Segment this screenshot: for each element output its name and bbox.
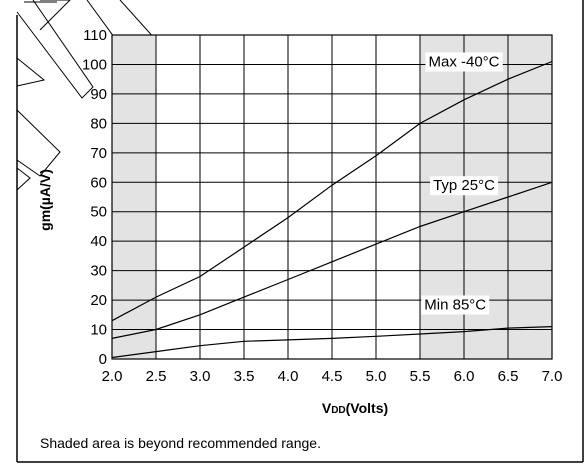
x-tick-label-2.0: 2.0 xyxy=(102,368,123,385)
x-axis-title-sub: DD xyxy=(331,405,345,416)
plot-border xyxy=(111,34,553,360)
series-label-1: Max -40°C xyxy=(428,54,499,71)
x-tick-label-4.5: 4.5 xyxy=(322,368,343,385)
series-label-3: Min 85°C xyxy=(424,297,486,314)
y-tick-labels: 0 10 20 30 40 50 60 70 80 90 100 110 xyxy=(82,27,107,368)
corner-outline-4 xyxy=(16,57,46,87)
corner-outline-3 xyxy=(16,0,94,99)
y-tick-label-100: 100 xyxy=(82,56,107,73)
y-tick-label-40: 40 xyxy=(90,233,107,250)
x-tick-label-2.5: 2.5 xyxy=(146,368,167,385)
y-tick-label-90: 90 xyxy=(90,86,107,103)
x-axis-title-unit: (Volts) xyxy=(346,400,389,416)
y-axis-title: gm(µA/V) xyxy=(37,169,53,231)
series-line-3 xyxy=(111,326,553,359)
shaded-region-1 xyxy=(112,35,156,359)
y-tick-label-60: 60 xyxy=(90,174,107,191)
series-labels: Max -40°C Typ 25°C Min 85°C xyxy=(421,52,503,315)
x-tick-label-5.5: 5.5 xyxy=(410,368,431,385)
y-tick-label-20: 20 xyxy=(90,292,107,309)
y-tick-label-0: 0 xyxy=(99,351,107,368)
y-tick-label-30: 30 xyxy=(90,263,107,280)
y-tick-label-50: 50 xyxy=(90,204,107,221)
series-line-1 xyxy=(111,60,553,322)
x-axis-title: VDD(Volts) xyxy=(322,400,388,416)
x-tick-label-5.0: 5.0 xyxy=(366,368,387,385)
series-label-bg-3 xyxy=(421,295,490,315)
x-axis-title-main: V xyxy=(322,400,332,416)
x-tick-label-4.0: 4.0 xyxy=(278,368,299,385)
x-tick-label-6.5: 6.5 xyxy=(498,368,519,385)
corner-outline-1 xyxy=(39,0,71,31)
y-tick-label-10: 10 xyxy=(90,322,107,339)
y-tick-label-70: 70 xyxy=(90,145,107,162)
x-tick-label-3.5: 3.5 xyxy=(234,368,255,385)
x-tick-label-6.0: 6.0 xyxy=(454,368,475,385)
corner-outline-6 xyxy=(16,167,31,191)
y-tick-label-110: 110 xyxy=(83,27,107,44)
series-line-2 xyxy=(111,181,553,339)
x-tick-label-7.0: 7.0 xyxy=(542,368,563,385)
footnote: Shaded area is beyond recommended range. xyxy=(40,435,321,451)
series-label-2: Typ 25°C xyxy=(433,177,495,194)
y-tick-label-80: 80 xyxy=(90,115,107,132)
x-tick-labels: 2.0 2.5 3.0 3.5 4.0 4.5 5.0 5.5 6.0 6.5 7.0 xyxy=(102,368,563,385)
series-label-bg-1 xyxy=(425,52,503,72)
x-tick-label-3.0: 3.0 xyxy=(190,368,211,385)
series-label-bg-2 xyxy=(430,176,499,196)
corner-outline-5 xyxy=(16,109,61,177)
series-lines xyxy=(111,60,553,359)
